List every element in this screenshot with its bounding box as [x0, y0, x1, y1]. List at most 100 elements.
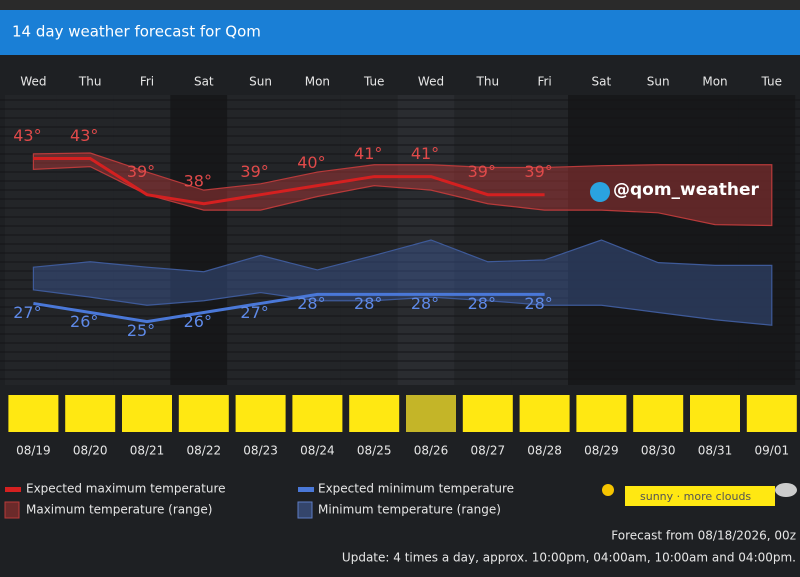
weekday-label: Wed: [418, 75, 444, 89]
legend-swatch: [5, 487, 21, 492]
weekday-label: Sun: [647, 75, 670, 89]
day-column: [568, 95, 625, 385]
value-label: 39°: [240, 162, 268, 181]
sky-box: [178, 395, 229, 432]
value-label: 39°: [524, 162, 552, 181]
day-column: [624, 95, 682, 385]
telegram-icon: [590, 182, 610, 202]
sky-box: [519, 395, 570, 432]
value-label: 28°: [297, 294, 325, 313]
legend-label: Expected minimum temperature: [318, 482, 514, 496]
header: [0, 10, 800, 55]
legend-label: Maximum temperature (range): [26, 503, 212, 517]
day-column: [227, 95, 284, 385]
x-tick-label: 08/31: [698, 444, 733, 458]
day-column: [113, 95, 171, 385]
x-tick-label: 08/30: [641, 444, 676, 458]
range-band: [32, 152, 773, 227]
value-label: 41°: [411, 144, 439, 163]
value-label: 43°: [70, 126, 98, 145]
day-column: [397, 95, 455, 385]
weekday-label: Tue: [761, 75, 783, 89]
sky-box: [65, 395, 116, 432]
legend-label: Minimum temperature (range): [318, 503, 501, 517]
x-tick-label: 08/25: [357, 444, 392, 458]
value-label: 28°: [468, 294, 496, 313]
x-tick-label: 08/27: [471, 444, 506, 458]
day-column: [454, 95, 512, 385]
value-label: 39°: [468, 162, 496, 181]
value-label: 40°: [297, 153, 325, 172]
legend-swatch: [297, 501, 313, 519]
x-tick-label: 08/20: [73, 444, 108, 458]
day-column: [56, 95, 114, 385]
legend: Expected maximum temperature Maximum tem…: [4, 482, 797, 519]
weekday-label: Sat: [194, 75, 214, 89]
x-tick-label: 08/26: [414, 444, 449, 458]
x-tick-label: 08/29: [584, 444, 619, 458]
value-label: 27°: [240, 303, 268, 322]
value-label: 28°: [354, 294, 382, 313]
legend-swatch: [4, 501, 20, 519]
weekday-label: Fri: [140, 75, 154, 89]
watermark: @qom_weather: [613, 180, 760, 200]
legend-label: Expected maximum temperature: [26, 482, 226, 496]
weekday-label: Sun: [249, 75, 272, 89]
top-strip: [0, 0, 800, 10]
value-label: 41°: [354, 144, 382, 163]
weekday-label: Thu: [78, 75, 102, 89]
sky-box: [633, 395, 684, 432]
value-label: 39°: [127, 162, 155, 181]
x-tick-label: 08/24: [300, 444, 335, 458]
range-band: [32, 239, 773, 326]
chart-title: 14 day weather forecast for Qom: [12, 23, 261, 41]
weekday-label: Mon: [702, 75, 727, 89]
day-column: [340, 95, 398, 385]
weekday-label: Tue: [363, 75, 385, 89]
legend-swatch: [298, 487, 314, 492]
weekday-label: Fri: [537, 75, 551, 89]
update-note: Update: 4 times a day, approx. 10:00pm, …: [342, 551, 796, 565]
sky-legend-bar: [625, 486, 775, 506]
value-label: 43°: [13, 126, 41, 145]
weekday-label: Sat: [592, 75, 612, 89]
x-tick-label: 08/23: [243, 444, 278, 458]
series-line: [33, 156, 545, 206]
sky-box: [122, 395, 172, 432]
value-label: 26°: [70, 312, 98, 331]
value-label: 27°: [13, 303, 41, 322]
day-column: [681, 95, 739, 385]
sky-box: [576, 395, 627, 432]
day-column: [738, 95, 796, 385]
day-column: [5, 95, 62, 385]
sun-icon: [602, 484, 614, 496]
cloud-icon: [775, 483, 797, 497]
sky-box: [349, 395, 400, 432]
sky-box: [406, 395, 456, 432]
weekday-label: Mon: [305, 75, 330, 89]
forecast-note: Forecast from 08/18/2026, 00z: [611, 529, 796, 543]
value-label: 28°: [411, 294, 439, 313]
sky-box: [690, 395, 740, 432]
weekday-label: Thu: [476, 75, 500, 89]
sky-box: [235, 395, 286, 432]
day-column: [284, 95, 341, 385]
sky-box: [8, 395, 59, 432]
x-tick-label: 08/28: [527, 444, 562, 458]
value-label: 28°: [524, 294, 552, 313]
x-tick-label: 08/21: [130, 444, 165, 458]
series-line: [33, 292, 545, 324]
sky-box: [462, 395, 513, 432]
x-tick-label: 08/19: [16, 444, 51, 458]
weekday-label: Wed: [20, 75, 46, 89]
day-column: [170, 95, 228, 385]
sky-box: [292, 395, 343, 432]
day-column: [511, 95, 568, 385]
x-tick-label: 09/01: [755, 444, 790, 458]
x-tick-label: 08/22: [187, 444, 222, 458]
value-label: 38°: [184, 171, 212, 190]
value-label: 25°: [127, 321, 155, 340]
value-label: 26°: [184, 312, 212, 331]
sky-legend-label: sunny · more clouds: [640, 490, 751, 503]
